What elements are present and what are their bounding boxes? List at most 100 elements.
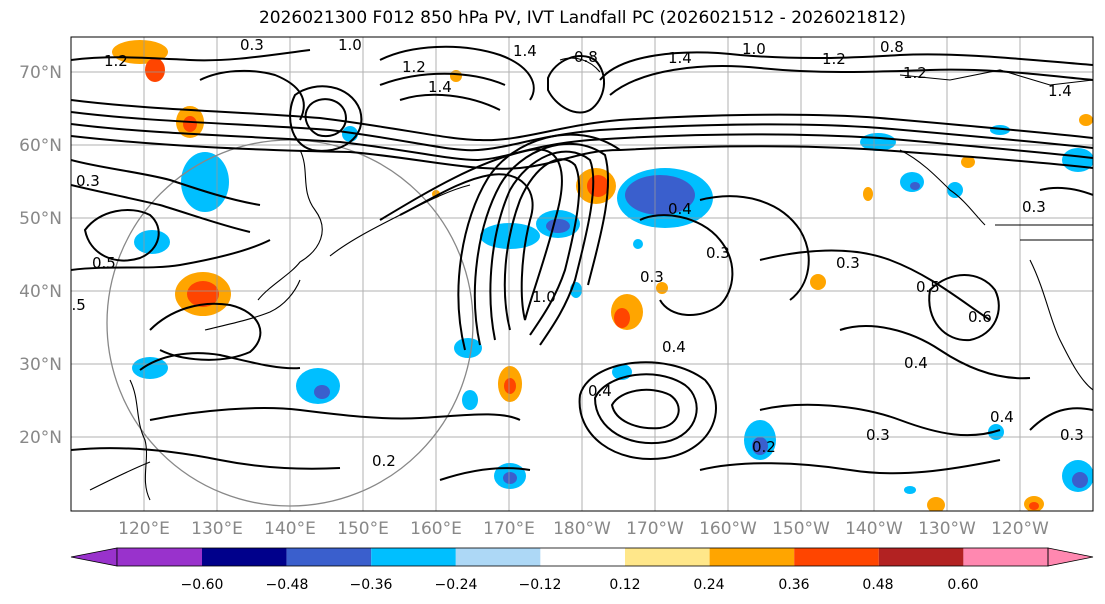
lon-tick-label: 140°E — [264, 519, 316, 539]
colorbar-segment — [540, 548, 625, 566]
graticule — [71, 37, 1093, 511]
lon-tick-label: 120°E — [118, 519, 170, 539]
shade-blob — [910, 182, 920, 190]
contour-label: 0.3 — [640, 268, 664, 286]
colorbar-tick-label: −0.36 — [350, 577, 393, 593]
lat-tick-label: 50°N — [19, 209, 62, 229]
chart-title: 2026021300 F012 850 hPa PV, IVT Landfall… — [258, 8, 906, 28]
contour-label: 1.4 — [1048, 82, 1072, 100]
shade-blob — [183, 116, 197, 132]
colorbar-tick-label: −0.60 — [181, 577, 224, 593]
coastlines — [89, 57, 1093, 501]
lon-tick-labels: 120°E 130°E 140°E 150°E 160°E 170°E 180°… — [118, 519, 1049, 539]
colorbar-tick-label: −0.48 — [266, 577, 309, 593]
shade-blob — [503, 472, 517, 484]
shade-blob — [145, 58, 165, 82]
lon-tick-label: 180°W — [553, 519, 611, 539]
colorbar-segment — [371, 548, 456, 566]
contour-label: 1.2 — [903, 64, 927, 82]
lon-tick-label: 170°W — [626, 519, 684, 539]
lon-tick-label: 130°W — [918, 519, 976, 539]
lat-tick-label: 20°N — [19, 428, 62, 448]
contour-label: 1.0 — [338, 36, 362, 54]
colorbar-tick-label: −0.12 — [519, 577, 562, 593]
contour-label: 1.4 — [428, 78, 452, 96]
contour-label: 1.0 — [742, 40, 766, 58]
contour-label: 0.8 — [880, 38, 904, 56]
contour-label: 0.6 — [968, 308, 992, 326]
shade-blob — [752, 437, 768, 455]
colorbar-tick-label: 0.48 — [862, 577, 893, 593]
lat-tick-label: 70°N — [19, 63, 62, 83]
shade-blob — [947, 182, 963, 198]
colorbar-tick-label: 0.12 — [609, 577, 640, 593]
shade-blob — [187, 281, 219, 307]
lon-tick-label: 150°W — [772, 519, 830, 539]
shade-blob — [454, 338, 482, 358]
shade-blob — [1079, 114, 1093, 126]
colorbar-segment — [878, 548, 964, 566]
lat-tick-label: 40°N — [19, 282, 62, 302]
shade-blob — [132, 357, 168, 379]
contour-label: 1.4 — [668, 49, 692, 67]
colorbar-segment — [709, 548, 795, 566]
colorbar-frame — [116, 547, 1049, 567]
colorbar — [70, 547, 1094, 567]
shade-blob — [927, 497, 945, 511]
colorbar-extend-high — [1047, 547, 1094, 567]
contour-label: 0.3 — [1060, 426, 1084, 444]
lon-tick-label: 130°E — [191, 519, 243, 539]
shade-blob — [1029, 502, 1039, 510]
contour-label: 0.4 — [588, 382, 612, 400]
lat-tick-labels: 70°N 60°N 50°N 40°N 30°N 20°N — [19, 63, 62, 448]
shade-blob — [504, 378, 516, 394]
contour-label: 0.8 — [574, 48, 598, 66]
colorbar-extend-low — [70, 547, 118, 567]
contour-label: 0.3 — [240, 36, 264, 54]
lat-tick-label: 60°N — [19, 136, 62, 156]
shade-blob — [314, 385, 330, 399]
contour-label: 0.3 — [866, 426, 890, 444]
shade-blob — [134, 230, 170, 254]
pv-contours — [71, 45, 1093, 481]
shade-blob — [810, 274, 826, 290]
shade-blob — [625, 175, 695, 215]
contour-label: 1.2 — [822, 50, 846, 68]
contour-label: 0.5 — [916, 278, 940, 296]
lon-tick-label: 140°W — [845, 519, 903, 539]
shade-blob — [614, 308, 630, 328]
colorbar-segment — [963, 548, 1048, 566]
shade-blob — [546, 219, 570, 233]
lon-tick-label: 120°W — [991, 519, 1049, 539]
contour-label: 0.4 — [904, 354, 928, 372]
shade-blob — [961, 156, 975, 168]
contour-label: 0.3 — [836, 254, 860, 272]
shade-blob — [1072, 472, 1088, 488]
contour-label: 0.2 — [752, 438, 776, 456]
colorbar-segment — [117, 548, 202, 566]
lat-tick-label: 30°N — [19, 355, 62, 375]
lon-tick-label: 170°E — [483, 519, 535, 539]
shade-blob — [904, 486, 916, 494]
contour-label: 1.0 — [532, 288, 556, 306]
contour-label: 0.5 — [62, 296, 86, 314]
colorbar-tick-labels: −0.60 −0.48 −0.36 −0.24 −0.12 0.12 0.24 … — [181, 577, 979, 593]
contour-label: 1.2 — [104, 52, 128, 70]
contour-label: 0.3 — [76, 172, 100, 190]
contour-label: 0.4 — [662, 338, 686, 356]
contour-label: 0.5 — [92, 254, 116, 272]
lon-tick-label: 160°W — [699, 519, 757, 539]
contour-label: 0.3 — [706, 244, 730, 262]
contour-label: 1.2 — [402, 58, 426, 76]
colorbar-tick-label: 0.36 — [778, 577, 809, 593]
colorbar-segment — [455, 548, 541, 566]
lon-tick-label: 150°E — [337, 519, 389, 539]
shade-blob — [587, 175, 609, 197]
contour-label: 1.4 — [513, 42, 537, 60]
contour-label: 0.4 — [668, 200, 692, 218]
colorbar-segment — [202, 548, 287, 566]
colorbar-segment — [286, 548, 372, 566]
shade-blob — [633, 239, 643, 249]
colorbar-segment — [625, 548, 710, 566]
